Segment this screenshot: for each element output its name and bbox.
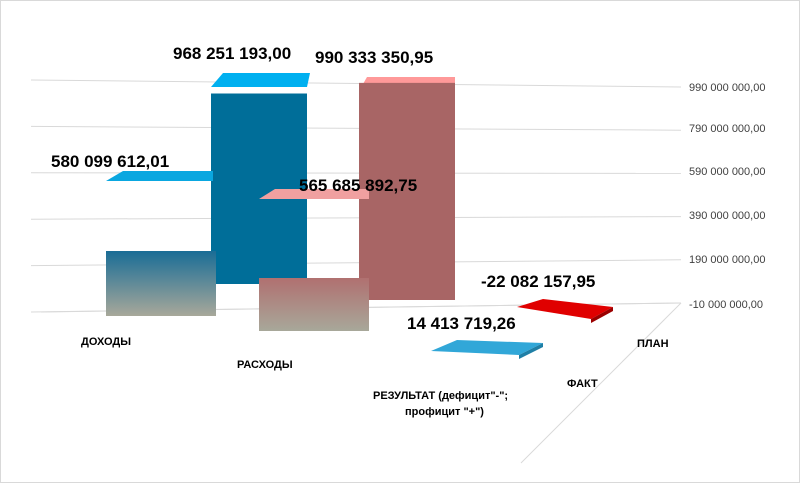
category-label-result-line2: профицит "+") xyxy=(405,406,484,418)
data-label-fakt-expense: 565 685 892,75 xyxy=(299,176,417,195)
gridline xyxy=(30,79,682,88)
bar-fakt-income-cap xyxy=(106,171,213,181)
bar-plan-income-front xyxy=(211,93,307,285)
y-axis: 990 000 000,00 790 000 000,00 590 000 00… xyxy=(689,82,765,311)
data-label-fakt-result: 14 413 719,26 xyxy=(407,314,516,333)
data-label-plan-result: -22 082 157,95 xyxy=(481,272,595,291)
bar-fakt-income xyxy=(106,251,216,316)
bar-fakt-income-front xyxy=(106,251,216,316)
series-label-fakt: ФАКТ xyxy=(567,378,598,390)
data-label-plan-income: 968 251 193,00 xyxy=(173,44,291,63)
bars xyxy=(106,73,613,359)
series-label-plan: ПЛАН xyxy=(637,338,669,350)
y-tick-label: 390 000 000,00 xyxy=(689,210,765,222)
bar-plan-income-cap xyxy=(211,73,310,87)
bar-fakt-result-edge xyxy=(519,343,543,359)
bar-fakt-expense-front xyxy=(259,277,369,331)
bar-plan-result xyxy=(517,299,613,323)
data-label-plan-expense: 990 333 350,95 xyxy=(315,48,433,67)
bar-plan-result-edge xyxy=(591,307,613,323)
y-tick-label: 790 000 000,00 xyxy=(689,123,765,135)
data-label-fakt-income: 580 099 612,01 xyxy=(51,152,169,171)
category-label-income: ДОХОДЫ xyxy=(81,336,131,348)
bar-plan-income xyxy=(211,93,307,285)
y-tick-label: -10 000 000,00 xyxy=(689,299,763,311)
bar-plan-expense-front xyxy=(359,82,455,300)
gridline xyxy=(30,216,682,220)
y-tick-label: 590 000 000,00 xyxy=(689,166,765,178)
bar-plan-result-top xyxy=(517,299,613,319)
bar-fakt-result-top xyxy=(431,340,543,355)
bar-fakt-expense xyxy=(259,277,369,331)
series-axis: ПЛАН ФАКТ xyxy=(567,338,669,390)
category-label-expense: РАСХОДЫ xyxy=(237,359,293,371)
y-tick-label: 190 000 000,00 xyxy=(689,254,765,266)
data-labels: 968 251 193,00 990 333 350,95 580 099 61… xyxy=(51,44,595,333)
bar-fakt-result xyxy=(431,340,543,359)
bar-plan-expense xyxy=(359,82,455,300)
bar-fakt-expense-cap xyxy=(259,189,369,199)
y-tick-label: 990 000 000,00 xyxy=(689,82,765,94)
category-label-result-line1: РЕЗУЛЬТАТ (дефицит"-"; xyxy=(373,390,508,402)
x-axis: ДОХОДЫ РАСХОДЫ РЕЗУЛЬТАТ (дефицит"-"; пр… xyxy=(81,336,508,418)
gridline xyxy=(30,125,682,131)
